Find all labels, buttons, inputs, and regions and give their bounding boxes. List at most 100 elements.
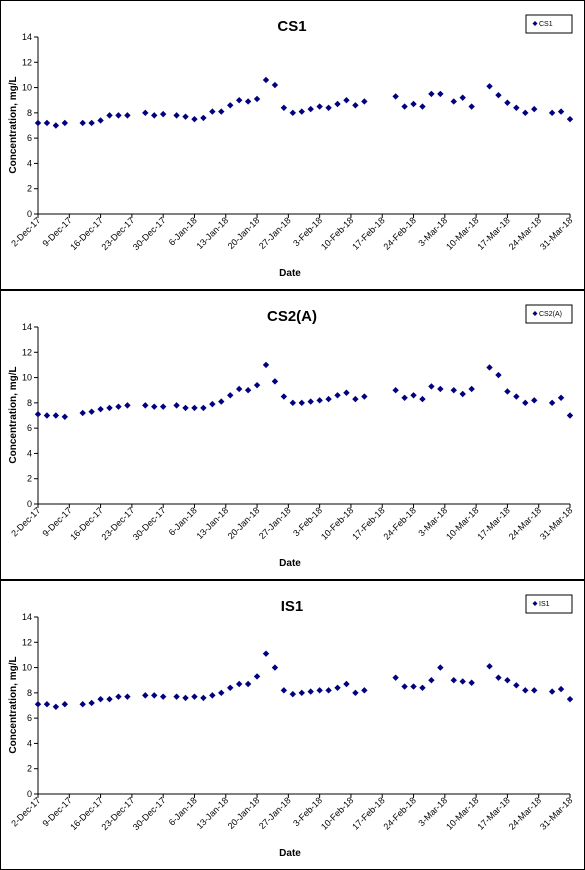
- data-point: [244, 680, 252, 688]
- data-point: [218, 108, 225, 115]
- data-point: [106, 695, 113, 703]
- data-point: [410, 392, 417, 399]
- chart-panel-border: [0, 290, 585, 580]
- y-tick-label: 0: [27, 209, 32, 219]
- data-point: [410, 100, 417, 108]
- data-point: [298, 399, 305, 407]
- chart-title: IS1: [281, 598, 304, 615]
- y-tick-label: 8: [27, 688, 32, 698]
- y-tick-label: 12: [22, 637, 32, 647]
- data-point: [271, 378, 279, 385]
- y-tick-label: 10: [22, 663, 32, 673]
- data-point: [151, 112, 158, 119]
- data-point: [34, 701, 42, 708]
- y-tick-label: 2: [27, 474, 32, 484]
- y-tick-label: 12: [22, 57, 32, 67]
- data-point: [343, 389, 350, 396]
- data-point: [486, 663, 493, 670]
- data-point: [325, 395, 332, 403]
- data-point: [392, 387, 399, 394]
- y-tick-label: 4: [27, 738, 32, 748]
- x-axis-label: Date: [279, 848, 301, 859]
- y-tick-label: 14: [22, 32, 32, 42]
- data-point: [88, 699, 95, 707]
- data-point: [437, 385, 444, 393]
- y-tick-label: 0: [27, 499, 32, 509]
- chart-title: CS2(A): [267, 308, 317, 325]
- data-point: [557, 394, 565, 401]
- data-point: [52, 412, 60, 419]
- data-point: [191, 404, 198, 412]
- legend-label: CS1: [539, 21, 553, 28]
- data-point: [142, 402, 149, 409]
- data-point: [209, 108, 216, 115]
- data-point: [253, 381, 261, 389]
- data-point: [450, 387, 457, 394]
- data-point: [428, 383, 435, 390]
- data-point: [352, 102, 359, 109]
- data-point: [142, 109, 149, 117]
- data-point: [343, 97, 350, 104]
- y-tick-label: 8: [27, 108, 32, 118]
- data-point: [334, 392, 341, 399]
- data-point: [316, 397, 323, 404]
- data-point: [504, 99, 511, 106]
- data-point: [106, 404, 113, 412]
- data-point: [566, 412, 574, 419]
- data-point: [61, 701, 69, 708]
- x-axis-label: Date: [279, 268, 301, 279]
- data-point: [522, 687, 529, 694]
- y-tick-label: 6: [27, 423, 32, 433]
- data-point: [34, 119, 42, 127]
- chart-panel-is1: IS1 IS1 Concentration, mg/L Date 0 2 4 6 8 10…: [0, 580, 585, 870]
- legend-box: [525, 594, 573, 614]
- data-point: [253, 95, 261, 103]
- data-point: [419, 103, 426, 110]
- data-point: [115, 403, 122, 410]
- legend-box: [525, 304, 573, 324]
- chart-panel-cs2a: CS2(A) CS2(A) Concentration, mg/L Date 0…: [0, 290, 585, 580]
- y-tick-label: 6: [27, 133, 32, 143]
- y-tick-label: 6: [27, 713, 32, 723]
- data-point: [566, 115, 574, 123]
- data-point: [88, 408, 95, 415]
- data-point: [280, 104, 288, 111]
- data-point: [531, 397, 538, 404]
- data-point: [191, 115, 198, 123]
- data-point: [495, 371, 502, 379]
- data-point: [504, 388, 511, 395]
- data-point: [468, 103, 475, 110]
- data-point: [34, 411, 42, 418]
- data-point: [79, 701, 86, 708]
- data-point: [200, 114, 207, 122]
- data-point: [307, 105, 314, 113]
- data-point: [209, 400, 216, 408]
- data-point: [495, 91, 502, 99]
- data-point: [106, 112, 113, 119]
- data-point: [43, 119, 51, 127]
- x-axis-label: Date: [279, 558, 301, 569]
- data-point: [548, 399, 556, 407]
- y-axis-label: Concentration, mg/L: [8, 366, 19, 463]
- legend-label: CS2(A): [539, 311, 562, 318]
- data-point: [142, 692, 149, 699]
- y-tick-label: 0: [27, 789, 32, 799]
- y-tick-label: 10: [22, 373, 32, 383]
- y-tick-label: 8: [27, 398, 32, 408]
- legend-label: IS1: [539, 601, 550, 608]
- data-point: [97, 695, 104, 703]
- data-point: [280, 393, 288, 400]
- data-point: [298, 108, 305, 115]
- y-tick-label: 2: [27, 764, 32, 774]
- data-point: [115, 112, 122, 119]
- y-tick-label: 10: [22, 83, 32, 93]
- data-point: [352, 395, 359, 403]
- data-point: [173, 112, 180, 119]
- chart-panel-border: [0, 580, 585, 870]
- data-point: [401, 103, 408, 110]
- data-point: [557, 108, 565, 115]
- data-point: [151, 403, 158, 410]
- legend-box: [525, 14, 573, 34]
- data-point: [522, 399, 529, 407]
- data-point: [182, 113, 189, 120]
